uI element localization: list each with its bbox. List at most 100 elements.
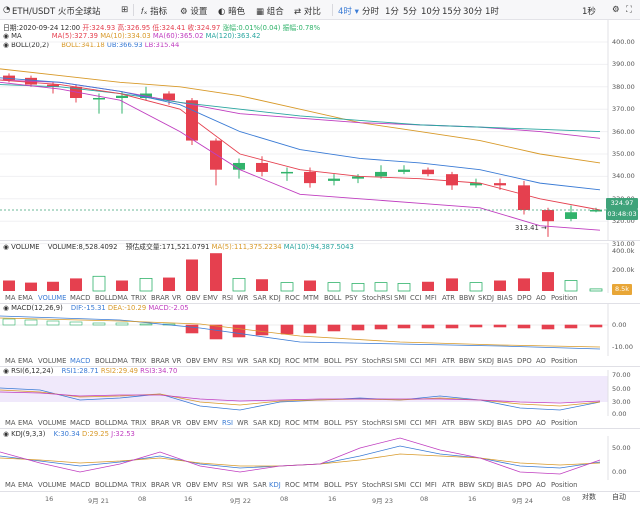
kdj-chart[interactable] (0, 436, 640, 480)
eye-icon[interactable]: ◉ (3, 304, 9, 312)
indicator-option[interactable]: EMV (203, 357, 218, 365)
symbol-title[interactable]: ETH/USDT 火币全球站 (12, 7, 101, 17)
indicator-option[interactable]: BRAR (151, 294, 170, 302)
indicator-option[interactable]: VR (172, 357, 182, 365)
indicator-option[interactable]: BOLL (95, 357, 113, 365)
indicator-option[interactable]: RSI (222, 481, 234, 489)
indicator-option[interactable]: StochRSI (362, 357, 393, 365)
indicator-option[interactable]: ROC (285, 294, 300, 302)
indicator-option[interactable]: BBW (459, 294, 475, 302)
indicator-option[interactable]: BOLL (95, 294, 113, 302)
indicator-option[interactable]: DMA (112, 481, 128, 489)
settings-icon[interactable]: ⚙ (612, 5, 620, 15)
indicator-option[interactable]: ATR (442, 481, 455, 489)
indicator-option[interactable]: VR (172, 294, 182, 302)
indicator-option[interactable]: BOLL (324, 357, 342, 365)
indicator-option[interactable]: MTM (303, 481, 319, 489)
candlestick-chart[interactable] (0, 20, 640, 260)
indicator-option[interactable]: DPO (517, 481, 532, 489)
indicator-option[interactable]: OBV (186, 419, 201, 427)
indicator-option[interactable]: OBV (186, 294, 201, 302)
indicator-option[interactable]: BOLL (324, 419, 342, 427)
indicator-option[interactable]: TRIX (131, 419, 147, 427)
indicator-option[interactable]: BBW (459, 481, 475, 489)
indicator-option[interactable]: CCI (410, 294, 422, 302)
period-15m[interactable]: 15分 (442, 7, 462, 17)
eye-icon[interactable]: ◉ (3, 243, 9, 251)
indicator-option[interactable]: MA (5, 481, 16, 489)
indicator-option[interactable]: KDJ (269, 294, 281, 302)
auto-scale-toggle[interactable]: 自动 (612, 493, 626, 501)
indicator-option[interactable]: EMA (18, 481, 33, 489)
indicator-option[interactable]: Position (551, 294, 578, 302)
period-30m[interactable]: 30分 (463, 7, 483, 17)
period-4h[interactable]: 4时 ▾ (338, 7, 359, 17)
indicator-option[interactable]: BIAS (497, 357, 513, 365)
indicator-option[interactable]: Position (551, 481, 578, 489)
indicator-option[interactable]: VR (172, 419, 182, 427)
indicator-option[interactable]: EMV (203, 481, 218, 489)
indicator-option[interactable]: CCI (410, 357, 422, 365)
indicator-option[interactable]: Position (551, 419, 578, 427)
indicator-option[interactable]: SMI (394, 481, 407, 489)
settings-button[interactable]: ⚙ 设置 (180, 7, 208, 17)
indicator-option[interactable]: MTM (303, 357, 319, 365)
indicator-option[interactable]: SMI (394, 294, 407, 302)
indicator-option[interactable]: DPO (517, 419, 532, 427)
indicator-option[interactable]: BOLL (324, 294, 342, 302)
period-10m[interactable]: 10分 (421, 7, 441, 17)
indicator-option[interactable]: RSI (222, 357, 234, 365)
indicator-option[interactable]: MA (5, 419, 16, 427)
indicator-option[interactable]: OBV (186, 357, 201, 365)
indicator-option[interactable]: EMV (203, 419, 218, 427)
indicator-option[interactable]: SAR (253, 294, 267, 302)
indicator-option[interactable]: EMV (203, 294, 218, 302)
rsi-chart[interactable] (0, 370, 640, 416)
indicator-option[interactable]: VOLUME (38, 481, 67, 489)
indicator-option[interactable]: SMI (394, 419, 407, 427)
indicator-option[interactable]: MACD (70, 481, 91, 489)
eye-icon[interactable]: ◉ (3, 41, 9, 49)
indicator-button[interactable]: 𝑓ₓ 指标 (141, 7, 168, 17)
indicator-option[interactable]: MFI (425, 481, 437, 489)
indicator-option[interactable]: EMA (18, 294, 33, 302)
volume-chart[interactable] (0, 243, 640, 293)
compare-button[interactable]: ⇄ 对比 (294, 7, 321, 17)
indicator-option[interactable]: TRIX (131, 294, 147, 302)
indicator-option[interactable]: SKDJ (478, 294, 495, 302)
indicator-option[interactable]: WR (237, 419, 249, 427)
indicator-option[interactable]: AO (536, 481, 546, 489)
dark-mode-button[interactable]: ◐ 暗色 (218, 7, 246, 17)
indicator-option[interactable]: RSI (222, 294, 234, 302)
indicator-option[interactable]: WR (237, 294, 249, 302)
period-1m[interactable]: 1分 (385, 7, 399, 17)
indicator-option[interactable]: EMA (18, 419, 33, 427)
indicator-option[interactable]: BIAS (497, 294, 513, 302)
indicator-option[interactable]: Position (551, 357, 578, 365)
indicator-option[interactable]: MFI (425, 357, 437, 365)
indicator-option[interactable]: VOLUME (38, 419, 67, 427)
indicator-option[interactable]: BRAR (151, 357, 170, 365)
indicator-option[interactable]: MTM (303, 419, 319, 427)
indicator-option[interactable]: VR (172, 481, 182, 489)
period-timeline[interactable]: 分时 (362, 7, 380, 17)
indicator-option[interactable]: ROC (285, 419, 300, 427)
indicator-option[interactable]: BRAR (151, 419, 170, 427)
indicator-option[interactable]: WR (237, 481, 249, 489)
indicator-option[interactable]: SKDJ (478, 481, 495, 489)
indicator-option[interactable]: PSY (345, 481, 358, 489)
period-5m[interactable]: 5分 (403, 7, 417, 17)
indicator-option[interactable]: TRIX (131, 357, 147, 365)
indicator-option[interactable]: StochRSI (362, 419, 393, 427)
eye-icon[interactable]: ◉ (3, 32, 9, 40)
indicator-option[interactable]: TRIX (131, 481, 147, 489)
refresh-interval[interactable]: 1秒 (582, 7, 596, 17)
indicator-option[interactable]: OBV (186, 481, 201, 489)
indicator-option[interactable]: SAR (253, 481, 267, 489)
indicator-option[interactable]: SKDJ (478, 419, 495, 427)
eye-icon[interactable]: ◉ (3, 367, 9, 375)
indicator-option[interactable]: BOLL (95, 419, 113, 427)
indicator-option[interactable]: DPO (517, 294, 532, 302)
indicator-option[interactable]: DMA (112, 294, 128, 302)
indicator-option[interactable]: PSY (345, 357, 358, 365)
